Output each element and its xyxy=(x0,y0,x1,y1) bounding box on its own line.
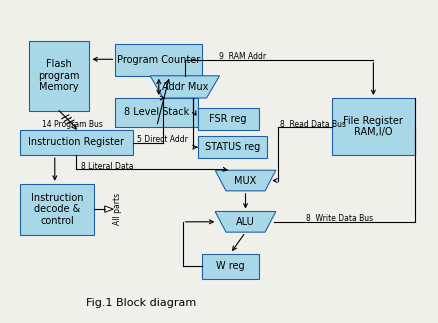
Text: Flash
program
Memory: Flash program Memory xyxy=(38,59,80,92)
FancyBboxPatch shape xyxy=(115,98,198,127)
Text: 9  RAM Addr: 9 RAM Addr xyxy=(219,52,266,61)
Text: W reg: W reg xyxy=(215,261,244,271)
Text: Instruction
decode &
control: Instruction decode & control xyxy=(31,193,83,226)
FancyBboxPatch shape xyxy=(20,184,94,234)
Text: ALU: ALU xyxy=(236,217,254,227)
FancyBboxPatch shape xyxy=(198,108,258,130)
Polygon shape xyxy=(104,206,113,212)
FancyBboxPatch shape xyxy=(332,98,413,155)
Text: Instruction Register: Instruction Register xyxy=(28,138,124,148)
Text: 8  Read Data Bus: 8 Read Data Bus xyxy=(279,120,346,129)
Text: File Register
RAM,I/O: File Register RAM,I/O xyxy=(343,116,403,137)
Text: 8 Literal Data: 8 Literal Data xyxy=(81,162,133,171)
Text: STATUS reg: STATUS reg xyxy=(205,142,260,152)
Text: Addr Mux: Addr Mux xyxy=(161,82,208,92)
Text: 5 Direct Addr: 5 Direct Addr xyxy=(137,135,187,144)
FancyBboxPatch shape xyxy=(202,254,258,279)
FancyBboxPatch shape xyxy=(20,130,133,155)
Text: MUX: MUX xyxy=(234,175,256,185)
Text: 8  Write Data Bus: 8 Write Data Bus xyxy=(305,214,372,223)
Text: 14 Program Bus: 14 Program Bus xyxy=(42,120,102,129)
FancyBboxPatch shape xyxy=(29,41,89,111)
FancyBboxPatch shape xyxy=(115,44,202,76)
Text: 8 Level Stack: 8 Level Stack xyxy=(124,107,189,117)
Text: All parts: All parts xyxy=(113,193,122,225)
Polygon shape xyxy=(215,212,275,232)
Text: Fig.1 Block diagram: Fig.1 Block diagram xyxy=(86,297,196,307)
Text: Program Counter: Program Counter xyxy=(117,55,200,65)
Text: FSR reg: FSR reg xyxy=(209,114,246,124)
FancyBboxPatch shape xyxy=(198,136,267,158)
Polygon shape xyxy=(150,76,219,98)
Polygon shape xyxy=(215,170,275,191)
